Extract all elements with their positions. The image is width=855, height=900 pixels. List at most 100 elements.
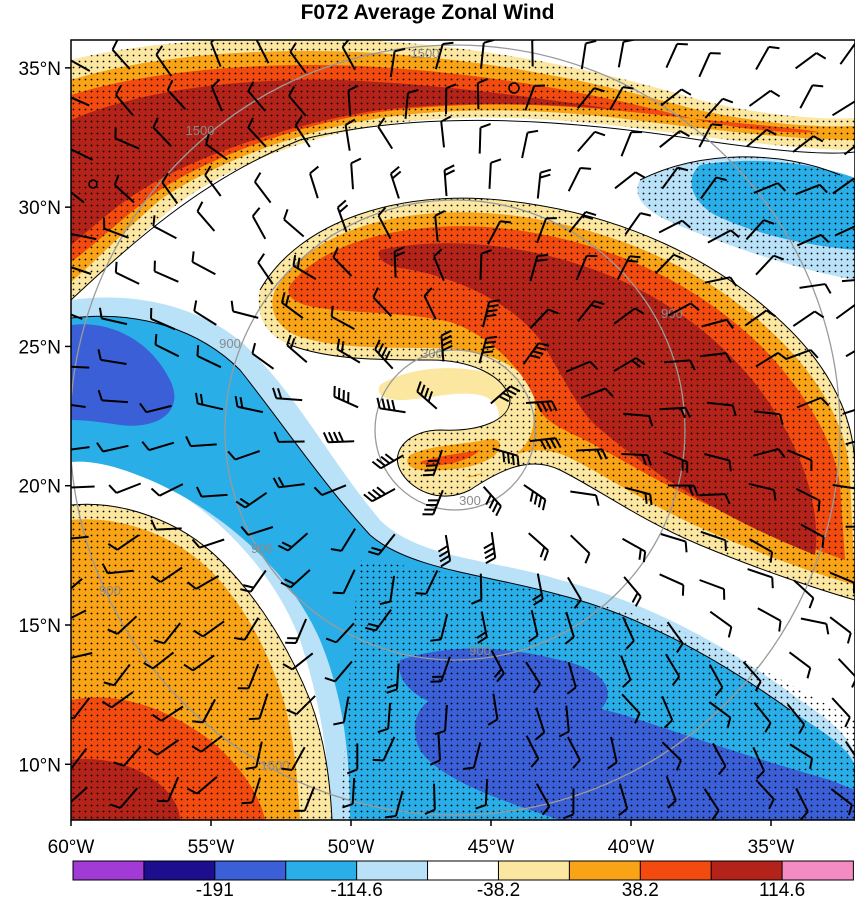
colorbar-swatch — [781, 860, 854, 881]
wind-barb — [478, 122, 491, 154]
wind-barb — [445, 83, 457, 115]
wind-barb — [325, 622, 355, 644]
range-ring-label: 1500 — [411, 46, 440, 61]
wind-barb — [423, 287, 437, 320]
wind-barb — [622, 616, 635, 650]
wind-barb — [661, 741, 682, 771]
wind-barb — [108, 482, 142, 494]
wind-barb — [247, 81, 266, 112]
zero-contours — [71, 119, 855, 820]
wind-barb — [107, 534, 140, 551]
wind-barb — [139, 402, 172, 414]
wind-barb — [152, 117, 173, 147]
wind-barb — [385, 790, 404, 819]
wind-barb — [187, 776, 218, 795]
wind-barb — [830, 788, 853, 816]
wind-barb — [658, 219, 692, 234]
wind-barb — [286, 334, 308, 363]
colorbar-swatch — [568, 860, 642, 881]
wind-barb — [430, 656, 451, 683]
wind-barb — [482, 486, 502, 517]
west-strong-negative-core — [71, 324, 175, 426]
wind-barb — [621, 693, 641, 724]
wind-barb — [708, 701, 732, 729]
wind-barb — [618, 783, 629, 817]
wind-barb — [795, 183, 828, 196]
wind-barb — [294, 115, 311, 148]
lon-tick-label: 35°W — [748, 837, 795, 858]
wind-barb — [755, 779, 775, 810]
wind-barb — [71, 147, 94, 161]
wind-barb — [103, 217, 129, 239]
wind-barb — [753, 410, 784, 425]
range-ring-label: 900 — [99, 583, 121, 598]
colorbar-swatch — [427, 860, 500, 881]
wind-barb — [71, 185, 85, 204]
wind-barb — [346, 743, 359, 775]
wind-barb — [248, 693, 269, 721]
wind-barb — [283, 208, 305, 238]
range-ring-label: 300 — [421, 346, 443, 361]
wind-barb — [706, 401, 737, 417]
wind-barb — [257, 253, 274, 285]
wind-barb — [71, 697, 91, 720]
wind-barb — [703, 788, 720, 820]
wind-barb — [789, 743, 814, 769]
lat-tick-label: 10°N — [19, 755, 61, 776]
wind-barb — [529, 253, 549, 282]
lat-tick-label: 30°N — [19, 198, 61, 219]
wind-barb — [422, 449, 443, 477]
wind-barb — [659, 573, 685, 596]
wind-barb — [272, 387, 303, 402]
wind-barb — [71, 577, 83, 597]
wind-barb — [576, 448, 608, 460]
stipple-southwest — [71, 504, 332, 820]
wind-barb — [529, 437, 562, 450]
wind-barb — [580, 387, 614, 399]
wind-barb — [154, 333, 180, 358]
wind-barb — [322, 431, 355, 444]
wind-barb — [440, 115, 452, 148]
wind-barb — [521, 129, 539, 159]
wind-barb — [748, 482, 777, 501]
wind-barb — [749, 538, 774, 563]
wind-barb — [829, 571, 855, 594]
wind-barb — [665, 775, 677, 809]
wind-barb — [831, 697, 851, 728]
wind-barb — [659, 406, 691, 419]
wind-barb — [479, 249, 492, 280]
wind-barb — [71, 57, 91, 72]
wind-barb — [704, 276, 738, 287]
wind-barb — [755, 352, 788, 368]
wind-barb — [424, 783, 436, 815]
wind-barb — [753, 448, 786, 459]
wind-barb — [471, 573, 483, 605]
wind-barb — [845, 525, 855, 528]
wind-barb — [440, 329, 453, 362]
range-rings — [71, 44, 841, 816]
wind-barb — [747, 568, 774, 589]
wind-barb — [186, 575, 220, 590]
wind-barb — [487, 693, 499, 726]
wind-barb — [621, 453, 652, 466]
longitude-axis: 60°W 55°W 50°W 45°W 40°W 35°W — [48, 820, 795, 858]
wind-barb — [113, 174, 135, 204]
wind-barb — [562, 788, 575, 820]
wind-barb — [205, 133, 228, 161]
wind-barb — [196, 345, 222, 369]
wind-barb — [558, 705, 570, 738]
wind-barb — [386, 663, 400, 694]
wind-barb — [309, 165, 320, 199]
wind-barb — [568, 210, 597, 233]
wind-barb — [835, 302, 855, 320]
wind-barb — [844, 740, 855, 773]
wind-barb — [755, 45, 780, 70]
stipple-south — [340, 560, 855, 820]
range-ring-label: 1500 — [186, 123, 215, 138]
wind-barb — [71, 535, 89, 541]
wind-barb — [422, 489, 444, 516]
wind-barb — [622, 537, 647, 563]
wind-barb — [434, 704, 448, 736]
wind-barb — [536, 217, 557, 244]
